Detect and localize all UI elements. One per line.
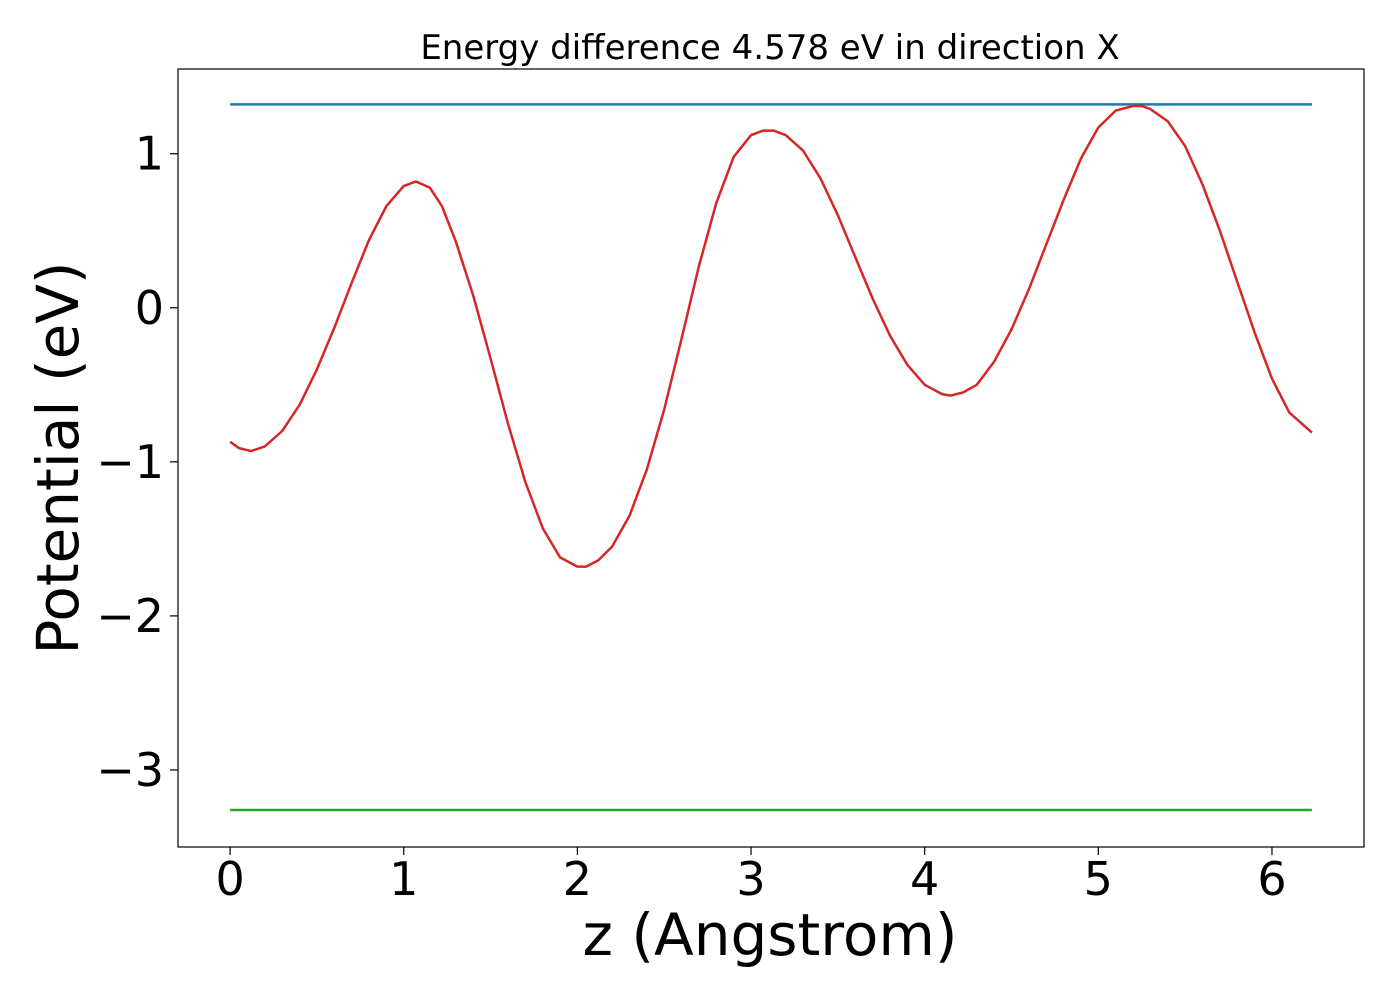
x-tick-label: 2 — [563, 852, 592, 906]
x-tick-label: 4 — [910, 852, 939, 906]
x-tick-label: 5 — [1084, 852, 1113, 906]
plot-frame — [177, 68, 1365, 848]
y-tick-label: −2 — [96, 589, 164, 643]
x-tick-label: 6 — [1257, 852, 1286, 906]
x-tick-label: 0 — [215, 852, 244, 906]
plot-area — [177, 68, 1365, 848]
series-line-3 — [229, 104, 1313, 568]
x-tick-label: 1 — [389, 852, 418, 906]
y-tick-label: 0 — [135, 281, 164, 335]
x-tick-label: 3 — [736, 852, 765, 906]
chart-title: Energy difference 4.578 eV in direction … — [420, 28, 1119, 68]
x-axis: 0 1 2 3 4 5 6 — [215, 847, 1287, 906]
y-axis-label: Potential (eV) — [24, 261, 92, 654]
y-tick-label: −3 — [96, 743, 164, 797]
y-axis: 1 0 −1 −2 −3 — [96, 127, 178, 797]
x-axis-label: z (Angstrom) — [583, 901, 958, 969]
y-tick-label: 1 — [135, 127, 164, 181]
y-tick-label: −1 — [96, 435, 164, 489]
